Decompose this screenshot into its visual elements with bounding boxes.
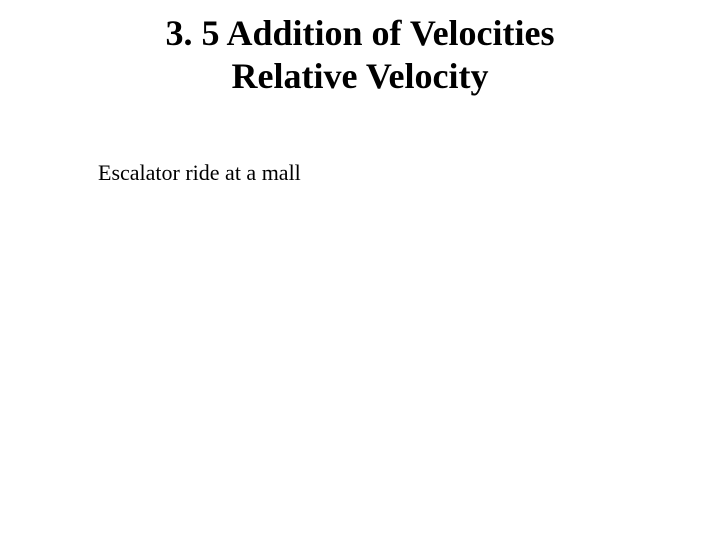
title-line-2: Relative Velocity [0,55,720,98]
slide-body-text: Escalator ride at a mall [98,160,301,186]
title-line-1: 3. 5 Addition of Velocities [0,12,720,55]
slide-title: 3. 5 Addition of Velocities Relative Vel… [0,0,720,98]
